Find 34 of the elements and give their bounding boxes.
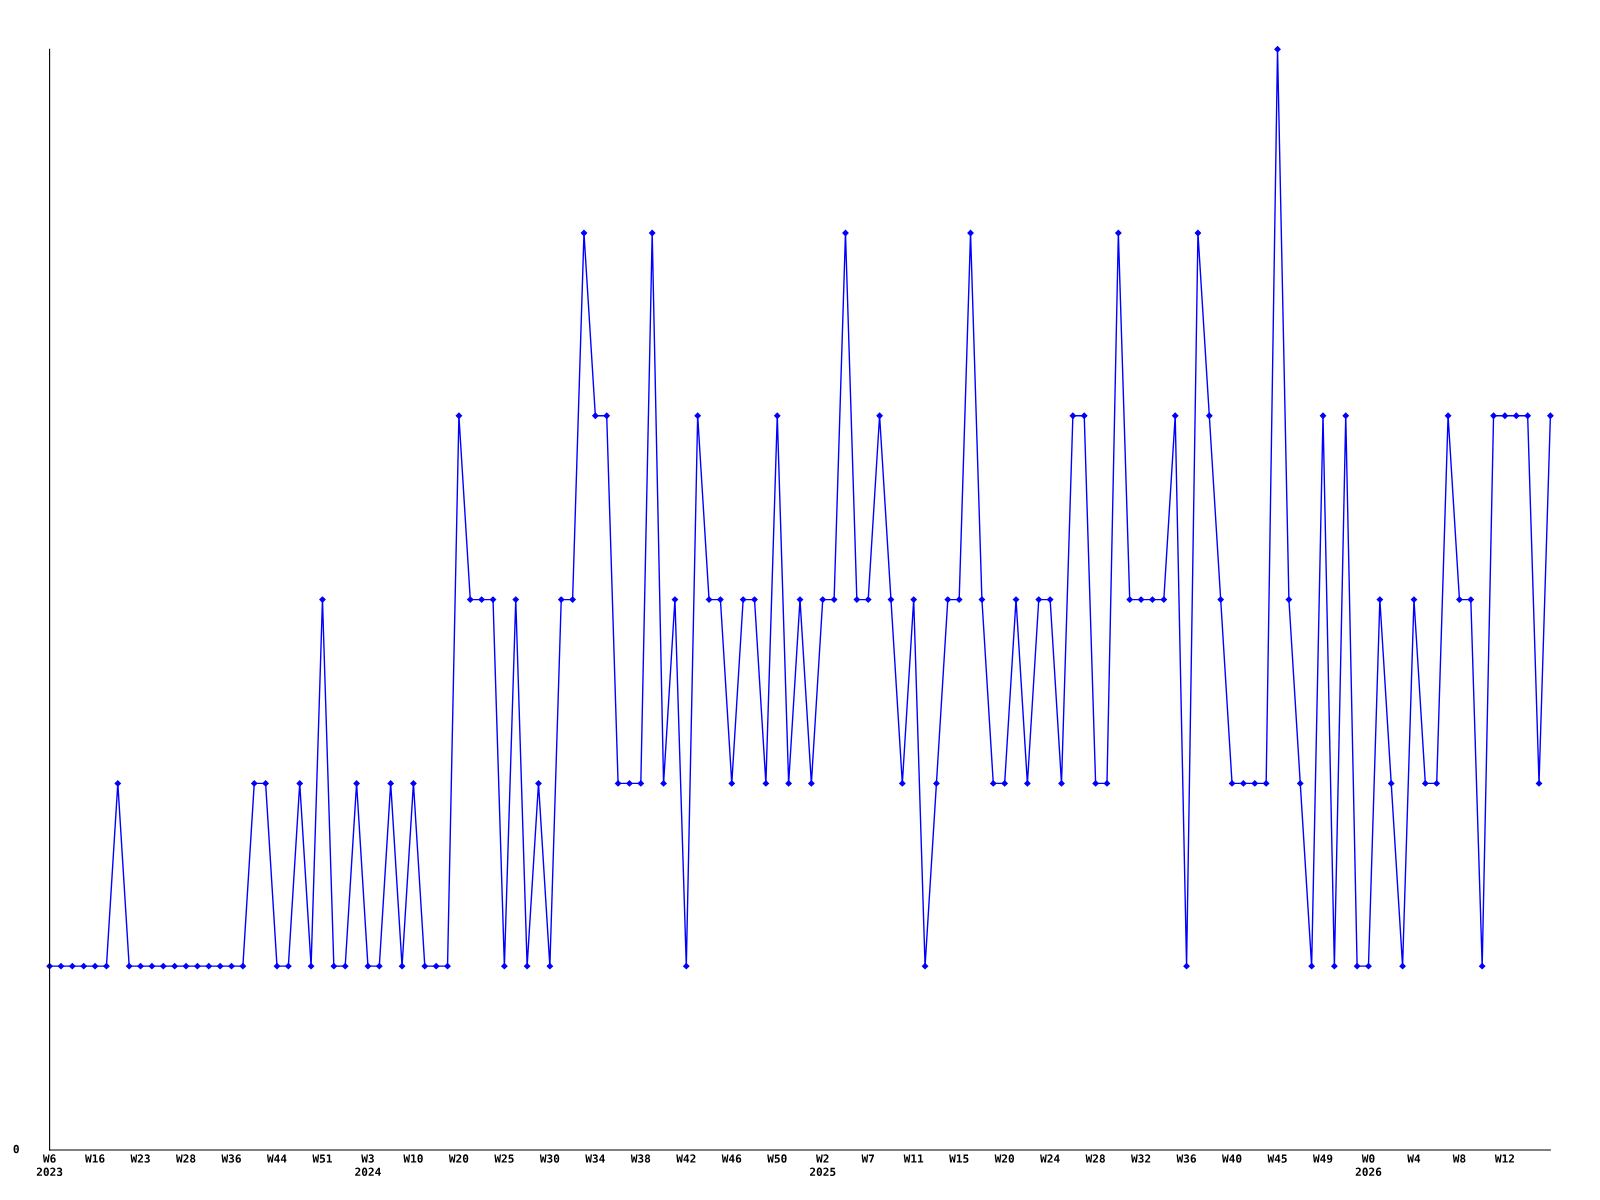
x-tick-label: W36 <box>221 1154 241 1163</box>
x-tick-label: W8 <box>1452 1154 1466 1163</box>
x-tick-label: W28 <box>176 1154 196 1163</box>
x-tick-label: W3 2024 <box>355 1154 381 1177</box>
x-tick-label: W20 <box>448 1154 469 1163</box>
x-tick-label: W23 <box>130 1154 150 1163</box>
x-tick-label: W2 2025 <box>809 1154 836 1177</box>
x-tick-label: W0 2026 <box>1355 1154 1382 1177</box>
x-tick-label: W10 <box>403 1154 423 1163</box>
x-tick-label: W42 <box>676 1154 696 1163</box>
x-tick-label: W4 <box>1407 1154 1421 1163</box>
x-tick-label: W49 <box>1312 1154 1333 1163</box>
x-tick-label: W25 <box>494 1154 514 1163</box>
x-tick-label: W45 <box>1267 1154 1287 1163</box>
x-tick-label: W38 <box>630 1154 651 1163</box>
x-tick-label: W28 <box>1085 1154 1105 1163</box>
x-tick-label: W6 2023 <box>36 1154 63 1177</box>
x-tick-label: W7 <box>861 1154 875 1163</box>
x-tick-label: W50 <box>767 1154 787 1163</box>
x-tick-label: W34 <box>585 1154 605 1163</box>
x-tick-label: W11 <box>903 1154 924 1163</box>
x-tick-label: W16 <box>85 1154 105 1163</box>
x-tick-label: W36 <box>1176 1154 1196 1163</box>
x-tick-label: W40 <box>1222 1154 1242 1163</box>
x-tick-label: W24 <box>1040 1154 1060 1163</box>
x-tick-label: W15 <box>949 1154 969 1163</box>
x-tick-label: W12 <box>1494 1154 1515 1163</box>
x-tick-label: W46 <box>721 1154 742 1163</box>
text: 0 <box>13 1144 19 1154</box>
x-tick-label: W51 <box>312 1154 332 1163</box>
x-tick-label: W30 <box>539 1154 560 1163</box>
x-tick-label: W20 <box>994 1154 1015 1163</box>
x-tick-label: W32 <box>1131 1154 1151 1163</box>
x-tick-label: W44 <box>266 1154 287 1163</box>
